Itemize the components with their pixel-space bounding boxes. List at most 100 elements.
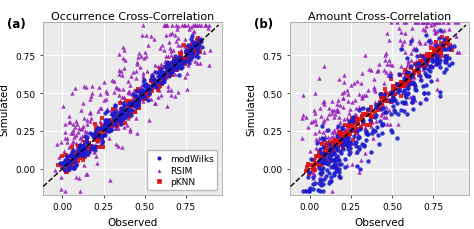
Point	[188, 55, 196, 58]
Point	[430, 44, 438, 48]
Point	[137, 94, 144, 97]
Point	[319, 152, 327, 155]
Point	[115, 113, 122, 117]
Point	[317, 171, 324, 175]
Point	[416, 102, 424, 105]
Point	[402, 95, 410, 99]
Point	[338, 144, 346, 147]
Point	[435, 49, 443, 53]
Point	[422, 21, 430, 25]
Point	[420, 66, 428, 69]
Point	[426, 53, 433, 56]
Point	[435, 62, 442, 65]
Point	[77, 128, 85, 131]
Point	[90, 134, 97, 138]
Point	[161, 65, 168, 68]
Point	[367, 124, 374, 128]
Point	[146, 88, 154, 92]
Point	[387, 101, 395, 105]
Point	[129, 102, 137, 106]
Point	[98, 130, 105, 134]
Point	[333, 144, 340, 147]
Point	[331, 174, 338, 177]
Point	[320, 153, 328, 156]
Point	[130, 101, 137, 105]
Point	[78, 151, 86, 155]
Point	[65, 114, 73, 118]
Point	[183, 53, 191, 57]
Point	[346, 112, 353, 115]
Point	[317, 162, 325, 166]
Point	[330, 109, 337, 112]
Point	[146, 88, 153, 91]
Point	[421, 72, 429, 76]
Point	[403, 57, 410, 60]
Point	[177, 44, 185, 48]
Point	[336, 139, 344, 143]
Point	[149, 74, 157, 77]
Point	[101, 119, 109, 123]
Point	[76, 146, 84, 150]
Point	[344, 122, 352, 125]
Point	[428, 56, 436, 59]
Point	[446, 28, 453, 31]
Point	[133, 77, 140, 81]
Point	[73, 161, 81, 165]
Point	[408, 101, 416, 104]
Point	[65, 169, 73, 172]
Point	[163, 24, 171, 28]
Point	[65, 168, 73, 171]
Point	[426, 75, 433, 78]
Point	[330, 146, 337, 150]
Point	[340, 74, 347, 78]
Point	[103, 125, 110, 128]
Point	[155, 82, 163, 85]
Point	[117, 119, 124, 123]
Point	[433, 52, 440, 56]
Point	[381, 54, 388, 57]
Point	[320, 103, 328, 106]
Point	[309, 158, 316, 162]
Point	[134, 97, 141, 101]
Point	[118, 108, 126, 112]
Point	[167, 50, 175, 54]
Point	[167, 54, 174, 58]
Point	[319, 155, 326, 158]
Point	[336, 140, 343, 144]
Point	[115, 121, 123, 125]
Point	[153, 86, 161, 89]
Point	[98, 134, 106, 138]
Point	[333, 102, 341, 106]
Point	[108, 123, 115, 126]
Point	[185, 51, 193, 55]
Point	[324, 159, 331, 163]
Point	[346, 140, 354, 144]
Point	[129, 105, 137, 108]
Point	[426, 40, 433, 43]
Point	[133, 88, 140, 92]
Point	[96, 93, 103, 96]
Point	[161, 66, 169, 70]
Point	[349, 124, 357, 128]
Point	[73, 153, 81, 156]
Point	[172, 61, 180, 65]
Point	[403, 85, 410, 89]
Point	[328, 152, 336, 155]
Point	[74, 148, 82, 152]
Point	[58, 154, 66, 158]
Point	[317, 106, 324, 110]
Point	[352, 118, 359, 122]
Point	[416, 53, 424, 57]
Point	[344, 142, 352, 145]
Point	[361, 128, 368, 132]
Point	[347, 125, 355, 129]
Point	[134, 100, 141, 103]
Point	[397, 83, 405, 87]
Point	[391, 110, 399, 114]
Point	[83, 119, 91, 123]
Point	[173, 58, 181, 62]
Point	[422, 25, 429, 29]
Point	[355, 105, 363, 109]
Point	[393, 84, 401, 87]
Point	[320, 100, 328, 103]
